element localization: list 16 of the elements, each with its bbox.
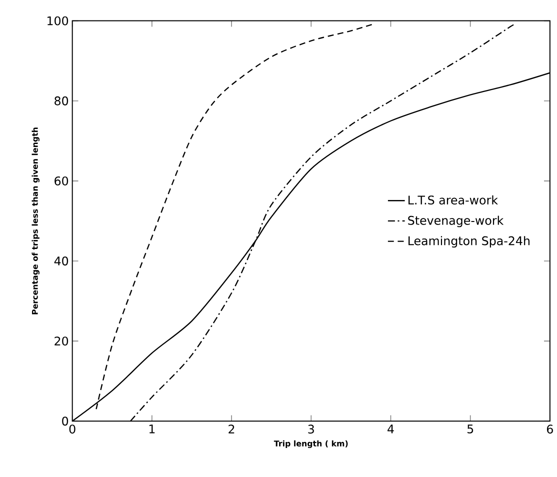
y-tick-label: 100: [48, 16, 68, 26]
x-tick-label: 2: [228, 424, 234, 434]
legend-label: Leamington Spa-24h: [408, 236, 530, 248]
x-tick-label: 4: [388, 424, 394, 434]
legend-label: L.T.S area-work: [408, 196, 498, 205]
legend-label: Stevenage-work: [408, 216, 504, 228]
y-tick-label: 0: [62, 416, 68, 426]
x-tick-label: 6: [546, 424, 553, 434]
y-tick-label: 60: [54, 176, 68, 186]
x-tick-label: 0: [69, 424, 76, 434]
y-tick-label: 20: [54, 336, 68, 346]
x-tick-label: 5: [467, 424, 474, 434]
y-tick-label: 80: [54, 96, 68, 106]
x-tick-label: 3: [308, 424, 314, 434]
y-tick-label: 40: [54, 256, 68, 266]
x-tick-label: 1: [149, 424, 155, 434]
